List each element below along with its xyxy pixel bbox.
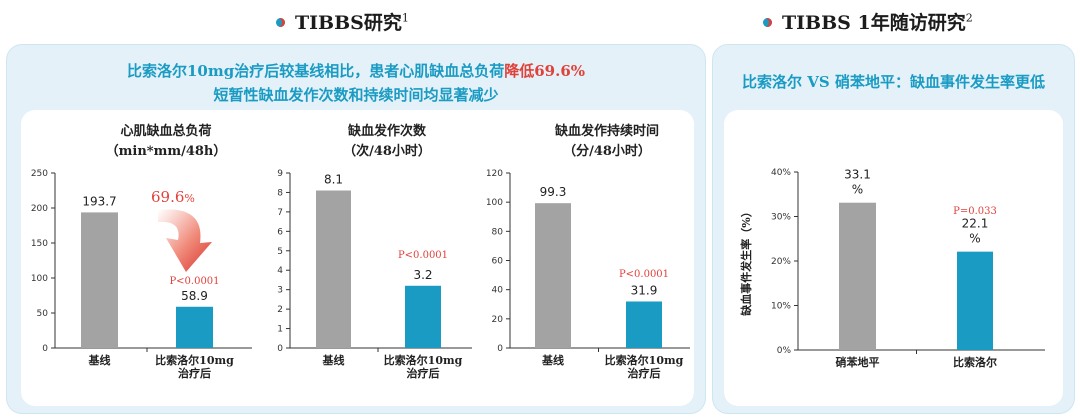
bar-value-label: 22.1 bbox=[962, 217, 989, 231]
bar-value-unit: % bbox=[969, 232, 980, 246]
chart-title-line: 缺血发作次数 bbox=[347, 123, 427, 139]
y-tick-label: 50 bbox=[37, 309, 49, 319]
left-title-text: TIBBS研究 bbox=[295, 12, 402, 34]
right-title-text: TIBBS 1年随访研究 bbox=[782, 12, 966, 34]
right-headline: 比索洛尔 VS 硝苯地平：缺血事件发生率更低 bbox=[742, 73, 1045, 91]
bar-value-label: 31.9 bbox=[631, 283, 658, 297]
bar-treatment bbox=[176, 306, 213, 348]
p-value-annotation: P<0.0001 bbox=[398, 250, 448, 261]
bar-treatment bbox=[957, 251, 993, 350]
left-section-title: TIBBS研究1 bbox=[276, 8, 409, 35]
chart-title-line: （分/48小时） bbox=[563, 143, 651, 159]
y-tick-label: 200 bbox=[31, 204, 48, 214]
y-tick-label: 0 bbox=[277, 344, 283, 354]
category-label: 比索洛尔 bbox=[953, 355, 997, 369]
bar-baseline bbox=[81, 212, 118, 348]
right-title-footnote: 2 bbox=[965, 11, 973, 25]
category-label: 基线 bbox=[322, 353, 345, 367]
y-tick-label: 250 bbox=[31, 169, 48, 179]
y-tick-label: 20% bbox=[771, 257, 791, 267]
y-tick-label: 7 bbox=[277, 208, 283, 218]
y-tick-label: 0 bbox=[497, 344, 503, 354]
category-label: 基线 bbox=[541, 353, 564, 367]
reduction-arrow-icon bbox=[158, 209, 212, 272]
y-tick-label: 0% bbox=[777, 346, 792, 356]
left-headline-1-highlight: 降低69.6% bbox=[504, 62, 586, 80]
p-value-annotation: P<0.0001 bbox=[169, 276, 219, 287]
y-tick-label: 80 bbox=[492, 227, 504, 237]
y-tick-label: 10% bbox=[771, 302, 791, 312]
reduction-unit: % bbox=[184, 192, 194, 205]
y-tick-label: 8 bbox=[277, 188, 283, 198]
category-label: 比索洛尔10mg bbox=[155, 353, 234, 367]
y-tick-label: 2 bbox=[277, 305, 283, 315]
bar-value-label: 3.2 bbox=[413, 268, 432, 282]
category-label: 硝苯地平 bbox=[836, 355, 880, 369]
chart-title-line: 缺血发作持续时间 bbox=[554, 123, 659, 139]
y-tick-label: 3 bbox=[277, 286, 283, 296]
y-tick-label: 6 bbox=[277, 227, 283, 237]
chart-title-line: （次/48小时） bbox=[343, 143, 431, 159]
p-value-annotation: P=0.033 bbox=[953, 206, 997, 217]
y-tick-label: 0 bbox=[42, 344, 48, 354]
y-tick-label: 9 bbox=[277, 169, 283, 179]
y-tick-label: 150 bbox=[31, 239, 48, 249]
left-title-footnote: 1 bbox=[401, 11, 409, 25]
right-section-title: TIBBS 1年随访研究2 bbox=[763, 8, 973, 35]
bar-baseline bbox=[839, 202, 876, 350]
reduction-label: 69.6% bbox=[151, 188, 195, 206]
p-value-annotation: P<0.0001 bbox=[619, 269, 669, 280]
bar-value-label: 99.3 bbox=[540, 185, 567, 199]
left-headline-2: 短暂性缺血发作次数和持续时间均显著减少 bbox=[213, 86, 499, 104]
category-label: 比索洛尔10mg bbox=[605, 353, 684, 367]
y-axis-label: 缺血事件发生率（%） bbox=[739, 206, 753, 316]
bar-value-label: 193.7 bbox=[82, 194, 116, 208]
left-headline-1: 比索洛尔10mg治疗后较基线相比，患者心肌缺血总负荷降低69.6% bbox=[6, 60, 706, 81]
bar-value-label: 8.1 bbox=[324, 173, 343, 187]
bar-value-label: 33.1 bbox=[844, 168, 871, 182]
bar-treatment bbox=[405, 285, 441, 348]
category-label: 治疗后 bbox=[178, 366, 211, 380]
chart-title-line: 心肌缺血总负荷 bbox=[120, 123, 211, 139]
bullet-dot-icon bbox=[763, 17, 772, 27]
category-label: 治疗后 bbox=[628, 366, 661, 380]
left-chart-card bbox=[21, 110, 694, 406]
y-tick-label: 100 bbox=[486, 198, 503, 208]
y-tick-label: 40 bbox=[492, 286, 504, 296]
category-label: 治疗后 bbox=[407, 366, 440, 380]
bar-baseline bbox=[316, 190, 351, 348]
y-tick-label: 5 bbox=[277, 247, 283, 257]
right-chart-card bbox=[724, 110, 1063, 406]
reduction-value: 69.6 bbox=[151, 188, 184, 206]
y-tick-label: 100 bbox=[31, 274, 48, 284]
y-tick-label: 60 bbox=[492, 257, 504, 267]
y-tick-label: 120 bbox=[486, 169, 503, 179]
y-tick-label: 40% bbox=[771, 168, 791, 178]
y-tick-label: 20 bbox=[492, 315, 504, 325]
bar-value-unit: % bbox=[852, 183, 863, 197]
left-headline-1-text: 比索洛尔10mg治疗后较基线相比，患者心肌缺血总负荷 bbox=[126, 62, 505, 80]
y-tick-label: 4 bbox=[277, 266, 283, 276]
category-label: 基线 bbox=[88, 353, 111, 367]
bar-baseline bbox=[535, 203, 571, 348]
bar-treatment bbox=[626, 301, 662, 348]
category-label: 比索洛尔10mg bbox=[384, 353, 463, 367]
chart-title-line: （min*mm/48h） bbox=[106, 143, 227, 159]
bar-value-label: 58.9 bbox=[181, 289, 208, 303]
y-tick-label: 30% bbox=[771, 213, 791, 223]
y-tick-label: 1 bbox=[277, 325, 283, 335]
bullet-dot-icon bbox=[276, 17, 285, 27]
